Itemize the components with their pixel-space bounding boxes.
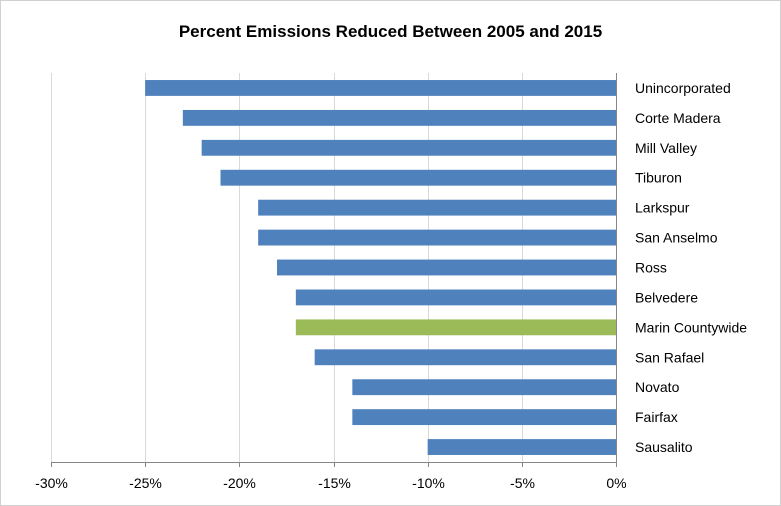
category-label-6: San Anselmo bbox=[635, 230, 718, 246]
category-label-10: San Rafael bbox=[635, 349, 704, 365]
category-label-12: Fairfax bbox=[635, 409, 678, 425]
category-label-3: Mill Valley bbox=[635, 140, 697, 156]
bar-9 bbox=[295, 319, 616, 336]
category-label-7: Ross bbox=[635, 260, 667, 276]
bar-2 bbox=[182, 109, 617, 126]
x-tick-label-0: -30% bbox=[35, 475, 68, 491]
bar-3 bbox=[201, 139, 616, 156]
bar-5 bbox=[258, 199, 616, 216]
category-label-1: Unincorporated bbox=[635, 80, 731, 96]
x-tick-label-1: -25% bbox=[129, 475, 162, 491]
bar-8 bbox=[295, 289, 616, 306]
x-tick-label-2: -20% bbox=[223, 475, 256, 491]
bar-1 bbox=[145, 80, 616, 96]
x-tick-label-6: 0% bbox=[606, 475, 626, 491]
x-tick-label-3: -15% bbox=[318, 475, 351, 491]
category-label-11: Novato bbox=[635, 379, 680, 395]
chart-title: Percent Emissions Reduced Between 2005 a… bbox=[178, 22, 603, 41]
bar-13 bbox=[427, 439, 616, 455]
bar-6 bbox=[258, 229, 616, 246]
category-label-9: Marin Countywide bbox=[635, 319, 747, 335]
category-label-4: Tiburon bbox=[635, 170, 682, 186]
category-label-8: Belvedere bbox=[635, 289, 698, 305]
category-label-5: Larkspur bbox=[635, 200, 690, 216]
category-label-2: Corte Madera bbox=[635, 110, 721, 126]
category-label-13: Sausalito bbox=[635, 439, 693, 455]
bar-12 bbox=[352, 409, 616, 426]
bar-11 bbox=[352, 379, 616, 396]
bar-4 bbox=[220, 169, 616, 186]
x-tick-label-5: -5% bbox=[510, 475, 535, 491]
bar-10 bbox=[314, 349, 616, 366]
x-tick-label-4: -10% bbox=[412, 475, 445, 491]
bar-7 bbox=[277, 259, 616, 276]
